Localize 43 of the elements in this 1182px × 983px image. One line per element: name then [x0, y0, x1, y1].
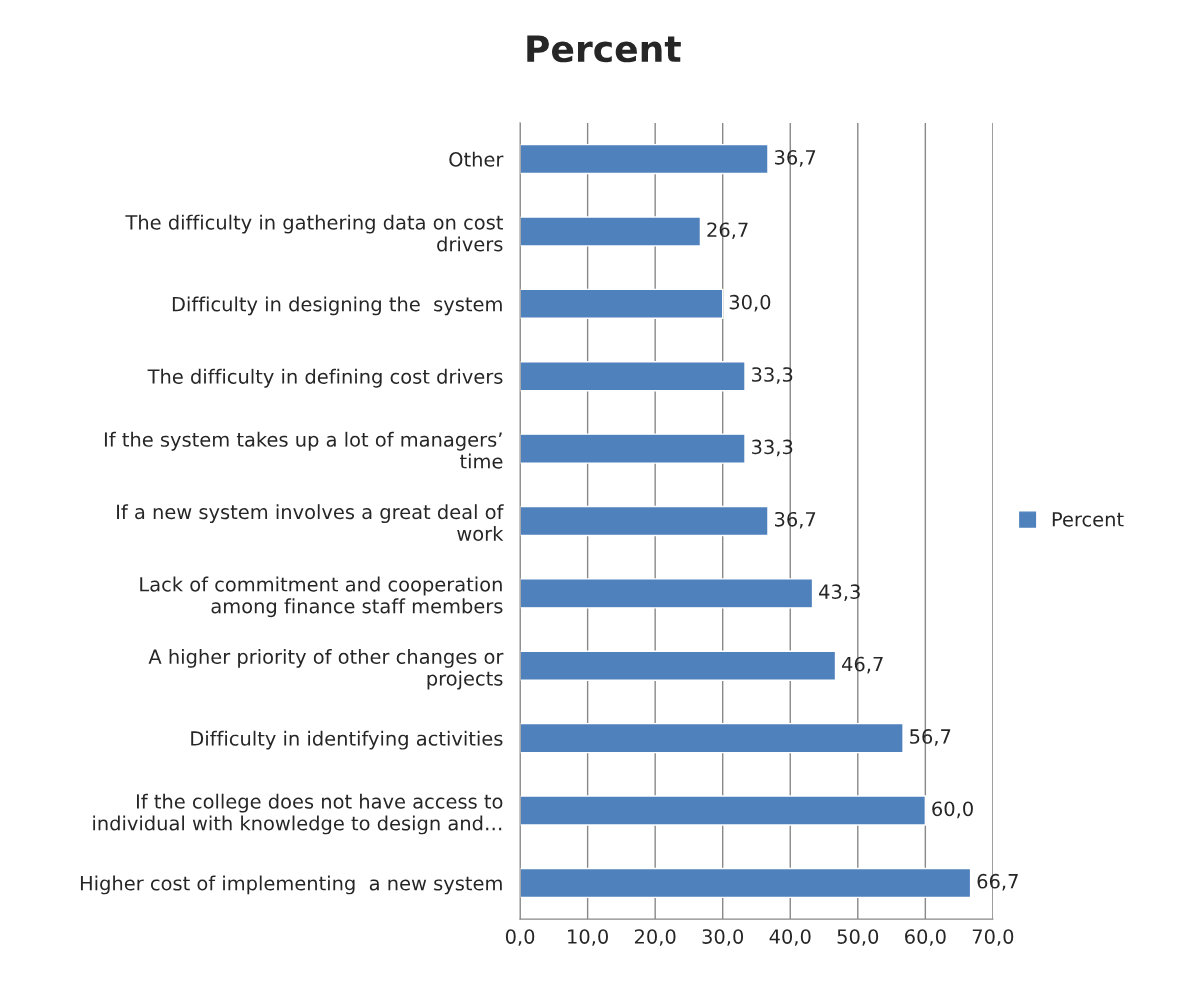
data-label: 36,7 [775, 511, 816, 529]
data-label: 66,7 [977, 873, 1018, 891]
y-tick-label: If a new system involves a great deal of work [117, 504, 504, 542]
y-tick-label: The difficulty in defining cost drivers [147, 368, 503, 388]
data-label: 60,0 [932, 801, 973, 819]
x-tick-label: 70,0 [972, 929, 1014, 946]
bar [520, 578, 814, 609]
data-label: 30,0 [729, 294, 771, 312]
x-tick-label: 20,0 [634, 929, 676, 946]
chart-title: Percent [527, 35, 681, 63]
bar [520, 361, 746, 392]
x-tick-label: 60,0 [905, 929, 946, 946]
data-label: 33,3 [752, 439, 793, 457]
data-label: 46,7 [842, 656, 883, 674]
data-label: 56,7 [910, 729, 951, 746]
data-label: 36,7 [775, 150, 816, 167]
bar [520, 288, 724, 320]
y-tick-label: Difficulty in identifying activities [191, 730, 503, 750]
bar [520, 216, 702, 247]
y-tick-label: The difficulty in gathering data on cost drivers [125, 214, 503, 252]
x-tick-label: 50,0 [837, 929, 879, 946]
bar [520, 795, 927, 826]
y-tick-label: Difficulty in designing the system [172, 296, 502, 316]
x-tick-label: 30,0 [702, 929, 744, 946]
y-tick-label: Other [449, 151, 504, 167]
x-tick-label: 40,0 [769, 929, 811, 946]
data-label: 26,7 [707, 222, 748, 240]
data-label: 43,3 [819, 584, 860, 601]
x-tick-label: 10,0 [568, 929, 608, 946]
bar [520, 867, 972, 899]
y-tick-label: If the system takes up a lot of managers’ time [104, 431, 503, 469]
data-label: 33,3 [752, 367, 793, 384]
bar [520, 722, 904, 754]
x-tick-label: 0,0 [505, 929, 535, 946]
y-tick-label: If the college does not have access to individual with knowledge to design and… [93, 793, 503, 835]
bar [520, 505, 769, 537]
bar [520, 650, 837, 681]
y-tick-label: Higher cost of implementing a new system [80, 875, 502, 895]
y-tick-label: Lack of commitment and cooperation among finance staff members [140, 576, 503, 618]
legend-label: Percent [1052, 512, 1124, 527]
bar [520, 433, 746, 464]
bar [520, 143, 769, 175]
y-tick-label: A higher priority of other changes or projects [148, 648, 504, 690]
